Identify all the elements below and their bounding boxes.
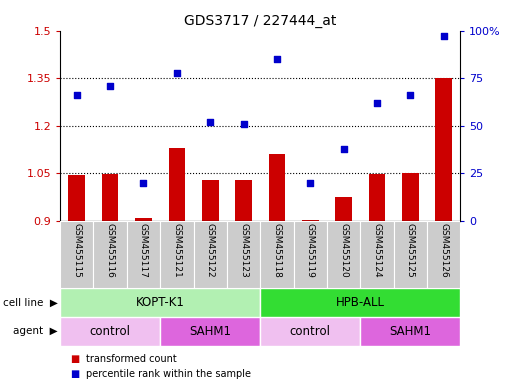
Bar — [135, 218, 152, 221]
Bar — [127, 221, 160, 288]
Text: GSM455120: GSM455120 — [339, 223, 348, 278]
Text: GSM455117: GSM455117 — [139, 223, 148, 278]
Bar — [202, 180, 219, 221]
Text: cell line  ▶: cell line ▶ — [3, 297, 58, 308]
Text: transformed count: transformed count — [86, 354, 177, 364]
Text: GSM455122: GSM455122 — [206, 223, 214, 278]
Bar — [268, 154, 285, 221]
Bar — [60, 317, 160, 346]
Point — [106, 83, 115, 89]
Bar — [360, 317, 460, 346]
Text: HPB-ALL: HPB-ALL — [336, 296, 385, 309]
Text: GSM455118: GSM455118 — [272, 223, 281, 278]
Bar — [60, 221, 94, 288]
Point — [240, 121, 248, 127]
Text: control: control — [290, 325, 331, 338]
Bar — [235, 180, 252, 221]
Point — [339, 146, 348, 152]
Text: GSM455115: GSM455115 — [72, 223, 81, 278]
Bar — [227, 221, 260, 288]
Bar — [327, 221, 360, 288]
Text: ■: ■ — [71, 354, 80, 364]
Point — [373, 100, 381, 106]
Bar — [369, 174, 385, 221]
Text: GSM455125: GSM455125 — [406, 223, 415, 278]
Text: GSM455121: GSM455121 — [173, 223, 181, 278]
Text: GSM455126: GSM455126 — [439, 223, 448, 278]
Bar — [360, 221, 393, 288]
Text: SAHM1: SAHM1 — [189, 325, 231, 338]
Bar — [260, 221, 293, 288]
Bar — [168, 148, 185, 221]
Bar — [302, 220, 319, 221]
Point — [173, 70, 181, 76]
Text: GSM455123: GSM455123 — [239, 223, 248, 278]
Bar — [260, 317, 360, 346]
Title: GDS3717 / 227444_at: GDS3717 / 227444_at — [184, 14, 336, 28]
Point — [439, 33, 448, 40]
Text: percentile rank within the sample: percentile rank within the sample — [86, 369, 251, 379]
Point — [73, 92, 81, 98]
Bar — [260, 288, 460, 317]
Bar — [69, 175, 85, 221]
Point — [306, 180, 314, 186]
Text: ■: ■ — [71, 369, 80, 379]
Text: SAHM1: SAHM1 — [389, 325, 431, 338]
Bar — [102, 174, 119, 221]
Text: GSM455124: GSM455124 — [372, 223, 381, 278]
Point — [206, 119, 214, 125]
Point — [406, 92, 414, 98]
Point — [139, 180, 147, 186]
Text: GSM455116: GSM455116 — [106, 223, 115, 278]
Bar — [194, 221, 227, 288]
Text: KOPT-K1: KOPT-K1 — [136, 296, 185, 309]
Bar — [60, 288, 260, 317]
Text: GSM455119: GSM455119 — [306, 223, 315, 278]
Bar — [160, 317, 260, 346]
Text: agent  ▶: agent ▶ — [13, 326, 58, 336]
Bar — [394, 221, 427, 288]
Point — [272, 56, 281, 62]
Bar — [402, 173, 418, 221]
Bar — [427, 221, 460, 288]
Bar — [335, 197, 352, 221]
Bar — [160, 221, 194, 288]
Bar — [435, 78, 452, 221]
Text: control: control — [89, 325, 131, 338]
Bar — [94, 221, 127, 288]
Bar — [293, 221, 327, 288]
